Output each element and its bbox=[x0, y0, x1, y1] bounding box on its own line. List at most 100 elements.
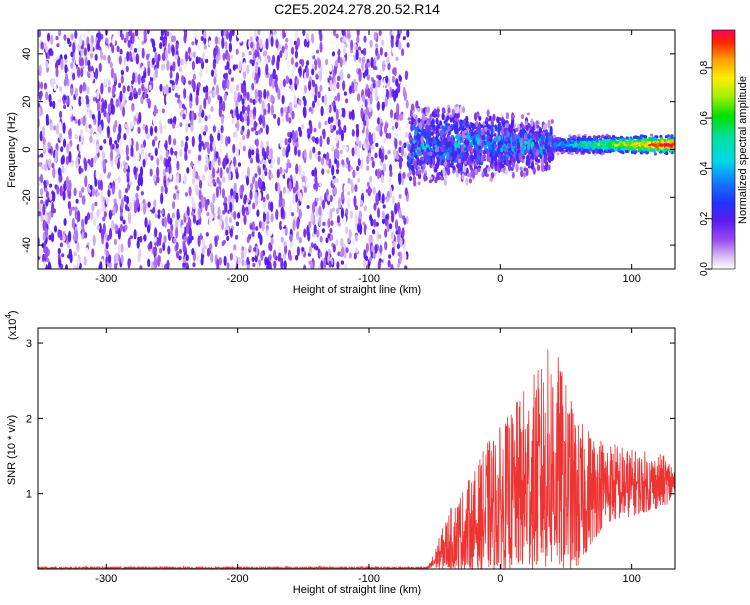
spectrogram-cell bbox=[660, 143, 664, 147]
spectrogram-cell bbox=[476, 148, 481, 156]
spectrogram-cell bbox=[83, 256, 87, 266]
spectrogram-cell bbox=[148, 211, 152, 217]
spectrogram-cell bbox=[335, 120, 339, 125]
spectrogram-cell bbox=[436, 112, 440, 118]
spectrogram-cell bbox=[183, 173, 187, 185]
spectrogram-cell bbox=[281, 198, 286, 209]
spectrogram-cell bbox=[38, 162, 42, 167]
colorbar-tick-label: 0.4 bbox=[699, 161, 710, 175]
colorbar-tick-label: 0.6 bbox=[699, 111, 710, 125]
spectrogram-cell bbox=[463, 135, 468, 139]
spectrogram-cell bbox=[514, 134, 519, 140]
spectrogram-cell bbox=[402, 113, 406, 120]
spectrogram-cell bbox=[106, 234, 110, 242]
spectrogram-cell bbox=[273, 113, 277, 119]
spectrogram-cell bbox=[315, 197, 319, 202]
spectrogram-cell bbox=[504, 169, 508, 175]
spectrogram-cell bbox=[53, 52, 57, 63]
spectrogram-cell bbox=[254, 49, 258, 59]
spectrogram-cell bbox=[459, 151, 463, 159]
spectrogram-cell bbox=[476, 113, 480, 118]
spectrogram-cell bbox=[277, 245, 281, 251]
spectrogram-cell bbox=[236, 84, 240, 92]
spectrogram-cell bbox=[301, 123, 305, 130]
spectrogram-cell bbox=[497, 159, 501, 169]
spectrogram-cell bbox=[417, 118, 421, 123]
spectrogram-cell bbox=[472, 135, 477, 140]
spectrogram-cell bbox=[411, 118, 415, 122]
spectrogram-cell bbox=[628, 138, 632, 143]
spectrogram-cell bbox=[245, 175, 250, 186]
spectrogram-cell bbox=[110, 104, 114, 115]
spectrogram-cell bbox=[575, 151, 579, 155]
spectrogram-cell bbox=[134, 71, 138, 84]
spectrogram-cell bbox=[384, 124, 388, 135]
spectrogram-cell bbox=[365, 264, 370, 269]
spectrogram-cell bbox=[71, 217, 75, 229]
spectrogram-cell bbox=[351, 147, 355, 157]
spectrogram-cell bbox=[158, 231, 162, 241]
spectrogram-cell bbox=[195, 30, 199, 40]
spectrogram-cell bbox=[384, 241, 388, 251]
spectrogram-cell bbox=[336, 215, 341, 225]
spectrogram-cell bbox=[218, 180, 222, 187]
spectrogram-cell bbox=[480, 124, 484, 129]
spectrogram-cell bbox=[128, 95, 132, 101]
spectrogram-cell bbox=[347, 191, 351, 196]
spectrogram-cell bbox=[170, 35, 175, 43]
spectrogram-cell bbox=[81, 186, 85, 193]
spectrogram-cell bbox=[73, 64, 77, 75]
spectrogram-cell bbox=[217, 156, 221, 166]
spectrogram-cell bbox=[372, 186, 376, 195]
spectrogram-cell bbox=[633, 151, 637, 155]
spectrogram-cell bbox=[117, 176, 121, 184]
spectrogram-cell bbox=[68, 179, 72, 192]
spectrogram-cell bbox=[349, 179, 353, 186]
spectrogram-cell bbox=[132, 72, 136, 84]
spectrogram-cell bbox=[459, 167, 463, 172]
spectrogram-cell bbox=[176, 193, 180, 200]
x-tick-label: 100 bbox=[622, 573, 640, 585]
spectrogram-cell bbox=[493, 144, 498, 148]
spectrogram-cell bbox=[397, 251, 401, 257]
spectrogram-cell bbox=[75, 59, 79, 65]
spectrogram-cell bbox=[280, 107, 284, 114]
spectrogram-cell bbox=[348, 111, 353, 120]
spectrogram-cell bbox=[42, 203, 46, 216]
spectrogram-cell bbox=[341, 144, 346, 150]
spectrogram-cell bbox=[396, 263, 400, 269]
spectrogram-cell bbox=[198, 133, 202, 143]
spectrogram-cell bbox=[100, 228, 105, 240]
spectrogram-cell bbox=[92, 96, 96, 102]
spectrogram-cell bbox=[161, 209, 165, 215]
colorbar-label: Normalized spectral amplitude bbox=[737, 76, 749, 224]
spectrogram-cell bbox=[231, 30, 235, 37]
spectrogram-cell bbox=[607, 138, 611, 142]
spectrogram-cell bbox=[281, 116, 285, 123]
spectrogram-cell bbox=[142, 158, 146, 168]
spectrogram-cell bbox=[325, 237, 329, 244]
spectrogram-cell bbox=[235, 123, 239, 128]
spectrogram-cell bbox=[470, 122, 474, 127]
spectrogram-cell bbox=[357, 259, 361, 269]
spectrogram-cell bbox=[394, 137, 398, 150]
spectrogram-cell bbox=[375, 43, 379, 48]
spectrogram-cell bbox=[207, 147, 211, 154]
spectrogram-cell bbox=[238, 227, 242, 239]
spectrogram-cell bbox=[372, 229, 376, 235]
spectrogram-cell bbox=[351, 109, 355, 117]
spectrogram-cells bbox=[38, 30, 675, 269]
spectrogram-cell bbox=[313, 224, 317, 235]
spectrogram-cell bbox=[199, 58, 204, 64]
spectrogram-cell bbox=[170, 147, 174, 156]
spectrogram-cell bbox=[207, 174, 212, 186]
spectrogram-cell bbox=[302, 95, 306, 102]
spectrogram-cell bbox=[164, 186, 168, 195]
spectrogram-cell bbox=[383, 257, 387, 267]
spectrogram-cell bbox=[185, 254, 189, 262]
y-tick-label: 3 bbox=[26, 338, 32, 350]
spectrogram-cell bbox=[58, 98, 62, 104]
spectrogram-cell bbox=[431, 157, 436, 166]
spectrogram-cell bbox=[167, 228, 171, 233]
